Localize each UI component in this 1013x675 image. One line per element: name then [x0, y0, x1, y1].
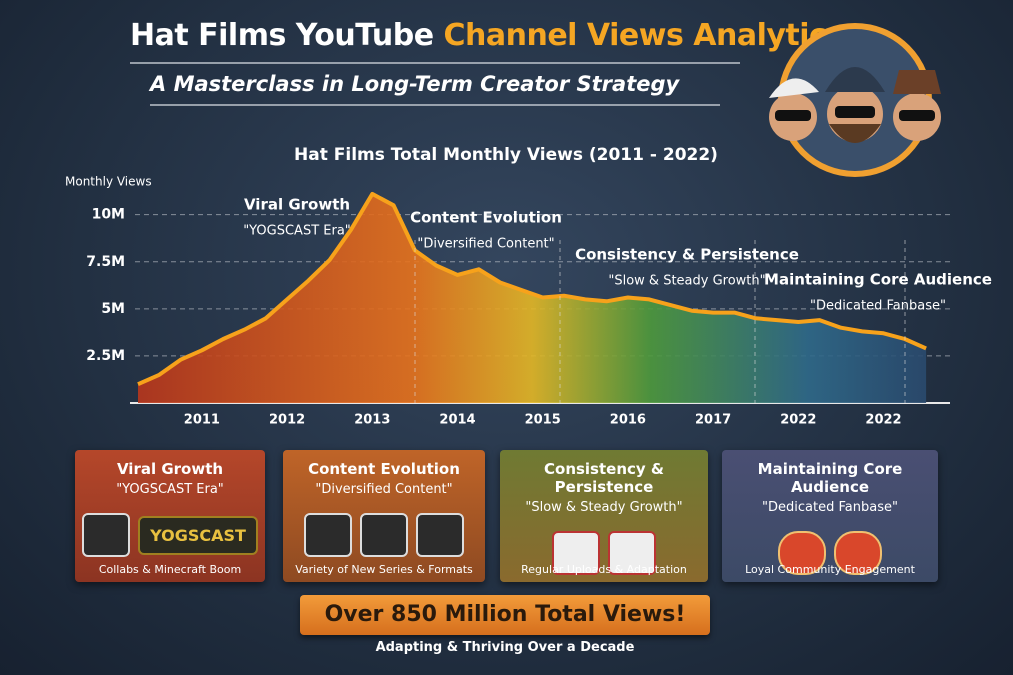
y-tick-label: 5M — [101, 301, 125, 317]
card-bullet: Collabs & Minecraft Boom — [98, 563, 242, 576]
y-tick-label: 7.5M — [86, 254, 125, 270]
annotation: Content Evolution — [410, 209, 562, 227]
x-tick-label: 2022 — [865, 413, 901, 428]
icon — [552, 531, 600, 575]
icon — [304, 513, 352, 557]
card-subtitle: "Slow & Steady Growth" — [525, 500, 683, 515]
card-subtitle: "Dedicated Fanbase" — [762, 500, 898, 515]
x-tick-label: 2016 — [610, 413, 646, 428]
y-axis-label: Monthly Views — [65, 175, 152, 189]
icon — [416, 513, 464, 557]
rule — [130, 62, 740, 64]
annotation: Consistency & Persistence — [575, 246, 799, 264]
icon — [82, 513, 131, 557]
badge: YOGSCAST — [138, 515, 258, 555]
card-bullet: Regular Uploads & Adaptation — [521, 563, 687, 576]
x-tick-label: 2022 — [780, 413, 816, 428]
y-tick-label: 2.5M — [86, 348, 125, 364]
card: Content Evolution "Diversified Content" Va… — [283, 450, 485, 582]
y-tick-label: 10M — [92, 207, 125, 223]
card-title: Viral Growth — [116, 460, 224, 478]
x-tick-label: 2015 — [525, 413, 561, 428]
title-part: Hat Films YouTube — [130, 18, 434, 53]
chart: Hat Films Total Monthly Views (2011 - 20… — [65, 145, 992, 428]
line — [137, 191, 927, 387]
annotation-sub: "Dedicated Fanbase" — [810, 299, 946, 314]
card-title: Consistency & Persistence — [544, 460, 664, 496]
annotation: Maintaining Core Audience — [764, 271, 992, 289]
card: Consistency & Persistence "Slow & Steady … — [500, 450, 708, 582]
card: Viral Growth "YOGSCAST Era" YOGSCAST Collab… — [75, 450, 265, 582]
annotation-sub: "YOGSCAST Era" — [243, 224, 351, 239]
card-bullet: Variety of New Series & Formats — [295, 563, 473, 576]
area — [138, 193, 927, 403]
card: Maintaining Core Audience "Dedicated Fanb… — [722, 450, 938, 582]
icon — [360, 513, 408, 557]
annotation-sub: "Diversified Content" — [417, 237, 554, 252]
card-title: Content Evolution — [308, 460, 460, 478]
icon — [608, 531, 656, 575]
avatar — [769, 23, 941, 177]
x-tick-label: 2012 — [269, 413, 305, 428]
card-icons — [283, 507, 485, 563]
rule — [150, 104, 720, 106]
banner: Over 850 Million Total Views! — [300, 595, 710, 635]
annotation-sub: "Slow & Steady Growth" — [608, 274, 765, 289]
icon — [834, 531, 882, 575]
card-icons — [722, 525, 938, 581]
card-icons — [500, 525, 708, 581]
annotation: Viral Growth — [244, 196, 350, 214]
card-bullet: Loyal Community Engagement — [745, 563, 915, 576]
x-tick-label: 2017 — [695, 413, 731, 428]
card-subtitle: "Diversified Content" — [315, 482, 453, 497]
subtitle: A Masterclass in Long-Term Creator Strat… — [150, 72, 680, 96]
card-subtitle: "YOGSCAST Era" — [116, 482, 224, 497]
chart-title: Hat Films Total Monthly Views (2011 - 20… — [294, 145, 718, 165]
x-tick-label: 2011 — [184, 413, 220, 428]
title-part: Channel Views Analytics: — [443, 18, 856, 53]
icon — [778, 531, 826, 575]
title: Hat Films YouTube Channel Views Analytic… — [130, 18, 856, 53]
card-icons: YOGSCAST — [75, 507, 265, 563]
card-title: Maintaining Core Audience — [757, 460, 903, 496]
footer-subtitle: Adapting & Thriving Over a Decade — [375, 640, 635, 655]
x-tick-label: 2013 — [354, 413, 390, 428]
x-tick-label: 2014 — [439, 413, 475, 428]
